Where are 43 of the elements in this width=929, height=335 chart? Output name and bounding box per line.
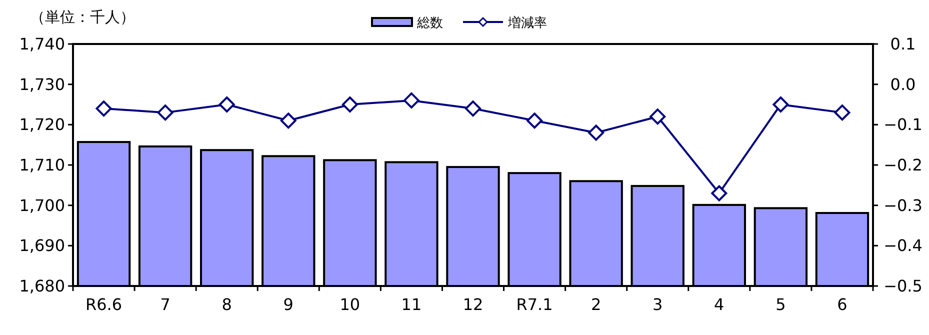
x-tick-label: 12 xyxy=(462,295,484,314)
y2-tick-label: −0.2 xyxy=(884,156,922,174)
y-tick-label: 1,700 xyxy=(19,196,65,215)
x-tick-label: 3 xyxy=(652,295,663,314)
point xyxy=(711,185,728,202)
x-tick-label: 7 xyxy=(160,295,170,314)
point xyxy=(465,100,481,117)
y2-tick-label: 0.1 xyxy=(890,34,916,54)
y-tick-label: 1,690 xyxy=(19,236,65,256)
y2-tick-label: −0.3 xyxy=(884,196,922,215)
x-tick-label: 10 xyxy=(340,295,360,314)
legend-label: 総数 xyxy=(416,16,443,31)
x-tick-label: 8 xyxy=(222,295,232,314)
x-tick-label: R7.1 xyxy=(516,295,553,314)
x-tick-label: 2 xyxy=(590,295,602,314)
text: （単位：千人） xyxy=(30,8,135,26)
x-tick-label: 9 xyxy=(283,295,294,314)
point xyxy=(526,112,543,129)
point xyxy=(588,124,604,141)
point xyxy=(96,100,112,117)
x-tick-label: 5 xyxy=(776,295,786,314)
x-tick-label: 6 xyxy=(837,295,848,314)
y-tick-label: 1,680 xyxy=(19,276,65,296)
point xyxy=(157,104,174,121)
y2-tick-label: −0.1 xyxy=(884,115,922,134)
point xyxy=(218,96,235,112)
y2-tick-label: −0.5 xyxy=(884,276,922,296)
y-tick-label: 1,720 xyxy=(19,115,65,134)
point xyxy=(403,92,420,108)
x-tick-label: 11 xyxy=(401,295,422,314)
x-tick-label: 4 xyxy=(714,295,724,314)
point xyxy=(342,96,358,112)
point xyxy=(772,96,789,112)
point xyxy=(280,112,296,129)
point xyxy=(650,108,666,125)
y-tick-label: 1,710 xyxy=(19,156,65,174)
legend-label: 増減率 xyxy=(507,15,547,31)
y2-tick-label: 0.0 xyxy=(890,74,916,94)
point xyxy=(834,104,850,121)
x-tick-label: R6.6 xyxy=(85,295,122,314)
y2-tick-label: −0.4 xyxy=(884,236,922,256)
y-tick-label: 1,740 xyxy=(19,34,65,54)
y-tick-label: 1,730 xyxy=(19,74,65,94)
